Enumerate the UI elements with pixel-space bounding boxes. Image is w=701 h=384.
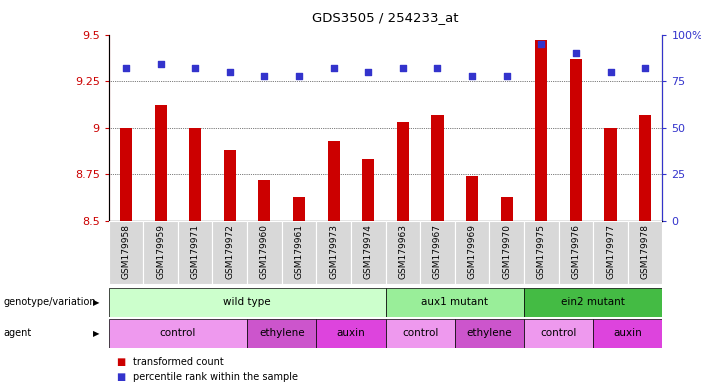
Point [432,65,443,71]
Bar [420,221,455,284]
Bar [570,59,582,221]
Bar [524,221,559,284]
Point [466,73,477,79]
Text: GSM179976: GSM179976 [571,224,580,279]
Bar [397,122,409,221]
Text: auxin: auxin [336,328,365,338]
Bar [593,221,628,284]
Text: ▶: ▶ [93,298,100,307]
Text: GSM179959: GSM179959 [156,224,165,279]
Bar [189,127,201,221]
Text: control: control [160,328,196,338]
Bar [431,115,444,221]
Bar [247,221,282,284]
Text: GSM179961: GSM179961 [294,224,304,279]
Text: ethylene: ethylene [259,328,304,338]
Bar [386,319,455,348]
Bar [593,319,662,348]
Text: GSM179971: GSM179971 [191,224,200,279]
Text: GSM179973: GSM179973 [329,224,338,279]
Bar [154,105,167,221]
Point [501,73,512,79]
Text: GSM179960: GSM179960 [260,224,269,279]
Bar [282,221,316,284]
Text: GSM179977: GSM179977 [606,224,615,279]
Text: ▶: ▶ [93,329,100,338]
Bar [143,221,178,284]
Text: control: control [402,328,438,338]
Bar [109,319,247,348]
Text: aux1 mutant: aux1 mutant [421,297,489,308]
Text: genotype/variation: genotype/variation [4,297,96,308]
Bar [316,221,351,284]
Bar [386,288,524,317]
Text: transformed count: transformed count [133,357,224,367]
Point [224,69,236,75]
Bar [247,319,316,348]
Text: agent: agent [4,328,32,338]
Bar [524,319,593,348]
Point [189,65,200,71]
Bar [639,115,651,221]
Bar [455,319,524,348]
Point [639,65,651,71]
Text: GDS3505 / 254233_at: GDS3505 / 254233_at [313,12,458,25]
Text: GSM179958: GSM179958 [121,224,130,279]
Bar [327,141,340,221]
Bar [224,150,236,221]
Bar [386,221,420,284]
Bar [120,127,132,221]
Text: GSM179978: GSM179978 [641,224,650,279]
Text: GSM179963: GSM179963 [398,224,407,279]
Point [362,69,374,75]
Point [155,61,166,68]
Bar [604,127,617,221]
Text: ■: ■ [116,372,125,382]
Text: auxin: auxin [613,328,642,338]
Bar [259,180,271,221]
Bar [212,221,247,284]
Bar [501,197,512,221]
Bar [628,221,662,284]
Text: GSM179974: GSM179974 [364,224,373,279]
Bar [524,288,662,317]
Point [121,65,132,71]
Text: wild type: wild type [224,297,271,308]
Point [397,65,409,71]
Text: ethylene: ethylene [467,328,512,338]
Text: GSM179967: GSM179967 [433,224,442,279]
Text: GSM179969: GSM179969 [468,224,477,279]
Text: percentile rank within the sample: percentile rank within the sample [133,372,298,382]
Bar [351,221,386,284]
Bar [293,197,305,221]
Text: ein2 mutant: ein2 mutant [562,297,625,308]
Bar [109,221,143,284]
Text: control: control [540,328,577,338]
Bar [559,221,593,284]
Point [605,69,616,75]
Text: ■: ■ [116,357,125,367]
Bar [489,221,524,284]
Bar [178,221,212,284]
Text: GSM179972: GSM179972 [225,224,234,279]
Text: GSM179970: GSM179970 [502,224,511,279]
Point [259,73,270,79]
Bar [362,159,374,221]
Point [328,65,339,71]
Bar [536,40,547,221]
Bar [466,176,478,221]
Point [294,73,305,79]
Text: GSM179975: GSM179975 [537,224,546,279]
Point [571,50,582,56]
Bar [316,319,386,348]
Bar [455,221,489,284]
Point [536,41,547,47]
Bar [109,288,386,317]
